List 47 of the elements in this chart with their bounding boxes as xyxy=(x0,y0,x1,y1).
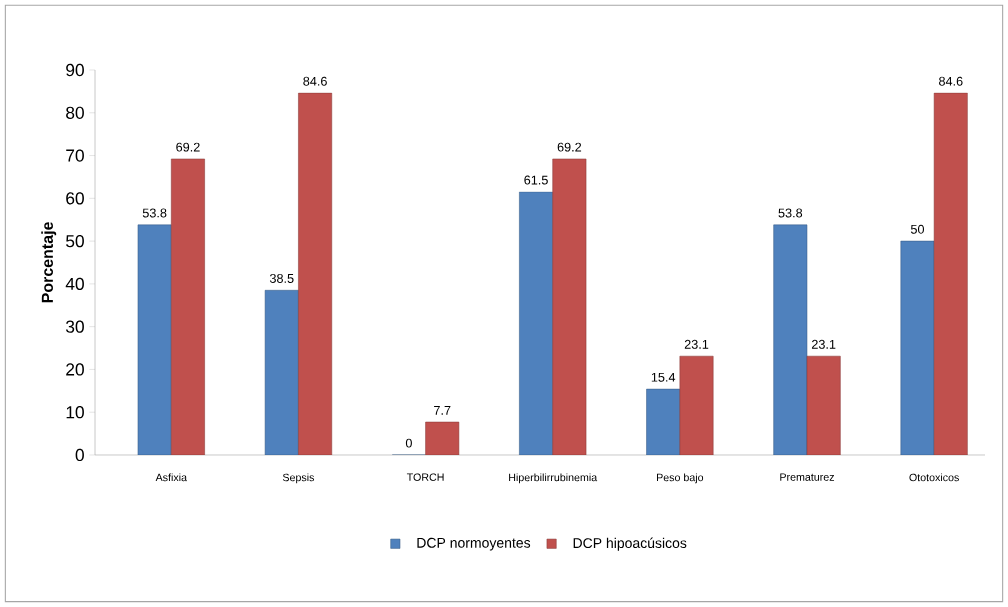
bar xyxy=(298,92,333,455)
y-tick-label: 80 xyxy=(66,106,84,119)
y-tick-label: 90 xyxy=(66,63,84,77)
x-tick-label: Sepsis xyxy=(282,473,315,484)
y-axis-title: Porcentaje xyxy=(41,222,57,303)
x-tick-label: Prematurez xyxy=(780,473,835,481)
bar xyxy=(552,158,587,455)
bar xyxy=(519,191,553,455)
data-label: 53.8 xyxy=(142,208,167,218)
data-label: 61.5 xyxy=(524,175,548,185)
data-label: 53.8 xyxy=(778,208,803,218)
data-label: 50 xyxy=(910,224,925,234)
bar xyxy=(773,224,808,455)
data-label: 38.5 xyxy=(269,273,294,283)
bar xyxy=(933,92,968,455)
bar xyxy=(646,388,681,455)
data-label: 69.2 xyxy=(557,142,582,152)
y-tick-label: 70 xyxy=(66,149,84,162)
y-tick-label: 30 xyxy=(66,320,84,333)
bar xyxy=(679,355,714,455)
y-tick-label: 50 xyxy=(66,234,84,248)
data-label: 84.6 xyxy=(939,76,963,86)
x-tick-label: TORCH xyxy=(406,473,444,481)
bar xyxy=(425,421,460,455)
x-tick-label: Asfixia xyxy=(155,473,188,482)
y-tick-label: 0 xyxy=(75,448,84,462)
x-tick-label: Hiperbilirrubinemia xyxy=(509,473,598,484)
data-label: 15.4 xyxy=(651,372,676,382)
bar xyxy=(806,355,841,455)
data-label: 7.7 xyxy=(434,405,451,415)
bar xyxy=(137,224,172,455)
x-tick-label: Ototoxicos xyxy=(909,473,959,482)
bar xyxy=(900,240,935,455)
y-tick-label: 10 xyxy=(66,406,84,419)
y-tick-label: 20 xyxy=(66,363,84,376)
data-label: 23.1 xyxy=(811,339,836,349)
data-label: 0 xyxy=(405,438,412,448)
y-tick-label: 60 xyxy=(66,192,84,205)
y-tick-label: 40 xyxy=(65,277,84,291)
bar xyxy=(264,290,299,455)
data-label: 69.2 xyxy=(176,142,200,152)
legend-label: DCP hipoacúsicos xyxy=(573,537,687,551)
bar xyxy=(171,158,205,455)
data-label: 23.1 xyxy=(684,339,709,349)
x-tick-label: Peso bajo xyxy=(657,473,704,484)
legend-label: DCP normoyentes xyxy=(417,537,531,551)
data-label: 84.6 xyxy=(303,76,327,86)
